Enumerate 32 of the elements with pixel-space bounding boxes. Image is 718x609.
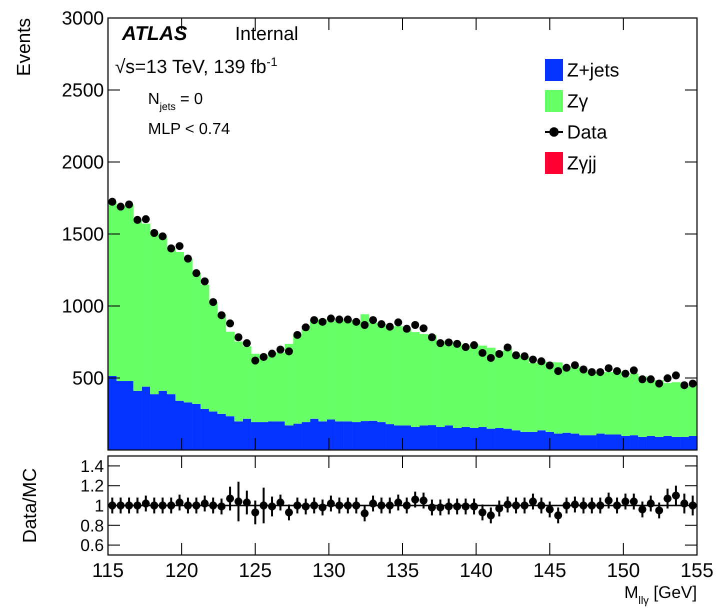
x-tick-label: 125 (238, 560, 272, 582)
x-tick-label: 150 (606, 560, 640, 582)
annotation: ATLAS (121, 23, 188, 45)
legend-label: Data (567, 122, 608, 144)
y-tick-label: 0.6 (80, 536, 104, 556)
y-tick-label: 2500 (62, 80, 104, 102)
y-tick-label: 1000 (62, 296, 104, 318)
annotation: Internal (235, 24, 298, 45)
x-tick-label: 135 (386, 560, 420, 582)
legend-label: Zγ (567, 92, 589, 113)
y-tick-label: 1 (94, 496, 104, 516)
annotation: √s=13 TeV, 139 fb$^{-1}$ (115, 55, 278, 78)
y-axis-title: Data/MC (20, 468, 41, 543)
y-tick-label: 1.4 (80, 456, 104, 476)
annotation: N$_{jets}$ = 0 (148, 91, 203, 112)
x-tick-label: 140 (459, 560, 493, 582)
x-tick-label: 115 (92, 560, 124, 582)
x-axis-title: M$_{llγ}$ [GeV] (624, 583, 697, 607)
x-tick-label: 120 (164, 560, 198, 582)
legend-label: Z+jets (567, 60, 620, 82)
y-tick-label: 2000 (62, 152, 104, 174)
annotation: MLP < 0.74 (148, 121, 230, 138)
y-tick-label: 1.2 (80, 476, 104, 496)
x-tick-label: 155 (680, 560, 714, 582)
legend-label: Zγjj (567, 154, 597, 175)
y-tick-label: 500 (72, 368, 104, 390)
x-tick-label: 130 (312, 560, 346, 582)
y-tick-label: 1500 (62, 224, 104, 246)
y-axis-title: Events (14, 18, 35, 76)
y-tick-label: 3000 (62, 8, 104, 30)
y-tick-label: 0.8 (80, 516, 104, 536)
x-tick-label: 145 (533, 560, 566, 582)
